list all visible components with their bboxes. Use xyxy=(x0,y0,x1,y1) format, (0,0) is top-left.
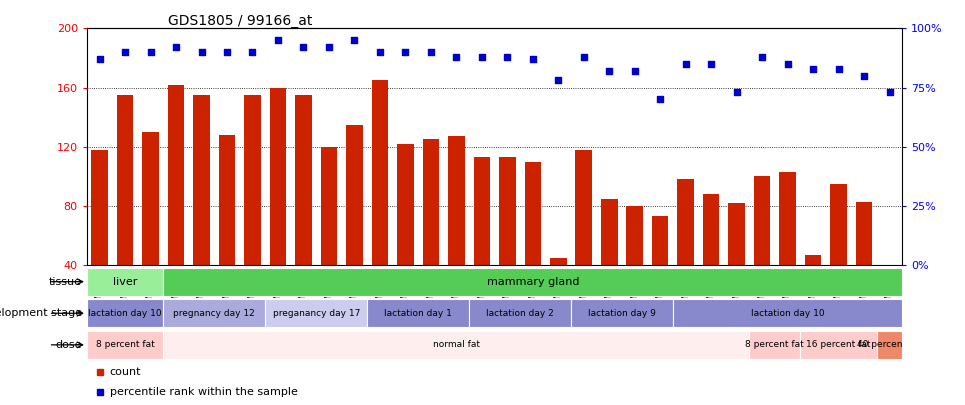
Bar xyxy=(193,95,209,265)
Bar xyxy=(244,95,261,265)
Point xyxy=(245,49,261,55)
Point xyxy=(372,49,388,55)
Bar xyxy=(677,179,694,265)
Text: 40 percent fat: 40 percent fat xyxy=(857,340,922,350)
Point xyxy=(295,44,311,51)
Bar xyxy=(448,136,464,265)
Point xyxy=(194,49,209,55)
Bar xyxy=(423,139,439,265)
Point xyxy=(525,56,540,62)
Bar xyxy=(469,299,571,327)
Text: preganancy day 17: preganancy day 17 xyxy=(272,309,360,318)
Text: dose: dose xyxy=(56,340,82,350)
Bar xyxy=(265,299,367,327)
Point xyxy=(270,37,286,43)
Bar xyxy=(830,184,847,265)
Text: liver: liver xyxy=(113,277,137,287)
Bar xyxy=(601,198,618,265)
Bar xyxy=(168,85,184,265)
Point xyxy=(780,61,795,67)
Bar xyxy=(805,255,821,265)
Text: lactation day 2: lactation day 2 xyxy=(486,309,554,318)
Bar xyxy=(163,331,750,359)
Point xyxy=(627,68,643,74)
Bar xyxy=(856,202,872,265)
Bar xyxy=(142,132,159,265)
Bar xyxy=(87,299,163,327)
Point xyxy=(118,49,133,55)
Text: 8 percent fat: 8 percent fat xyxy=(96,340,154,350)
Point xyxy=(398,49,413,55)
Text: lactation day 1: lactation day 1 xyxy=(384,309,452,318)
Bar xyxy=(346,125,363,265)
Point xyxy=(449,53,464,60)
Point xyxy=(576,53,592,60)
Text: mammary gland: mammary gland xyxy=(486,277,579,287)
Text: count: count xyxy=(110,367,141,377)
Point xyxy=(92,56,107,62)
Point xyxy=(652,96,668,103)
Bar xyxy=(269,87,287,265)
Bar xyxy=(397,144,414,265)
Text: lactation day 10: lactation day 10 xyxy=(88,309,162,318)
Bar xyxy=(652,216,669,265)
Bar xyxy=(754,177,770,265)
Bar xyxy=(474,157,490,265)
Point xyxy=(423,49,438,55)
Text: percentile rank within the sample: percentile rank within the sample xyxy=(110,387,297,397)
Text: 16 percent fat: 16 percent fat xyxy=(807,340,870,350)
Bar xyxy=(499,157,515,265)
Point xyxy=(601,68,617,74)
Point xyxy=(219,49,234,55)
Bar xyxy=(571,299,673,327)
Text: development stage: development stage xyxy=(0,308,82,318)
Bar xyxy=(877,331,902,359)
Bar xyxy=(780,172,796,265)
Text: 8 percent fat: 8 percent fat xyxy=(746,340,804,350)
Bar xyxy=(372,80,388,265)
Bar xyxy=(219,135,235,265)
Bar xyxy=(729,203,745,265)
Bar xyxy=(575,150,593,265)
Bar xyxy=(320,147,337,265)
Bar xyxy=(163,299,265,327)
Text: normal fat: normal fat xyxy=(433,340,480,350)
Point xyxy=(346,37,362,43)
Point xyxy=(143,49,158,55)
Text: lactation day 10: lactation day 10 xyxy=(751,309,824,318)
Bar xyxy=(673,299,902,327)
Bar xyxy=(117,95,133,265)
Point xyxy=(551,77,566,84)
Point xyxy=(168,44,183,51)
Bar xyxy=(703,194,720,265)
Point xyxy=(321,44,337,51)
Point xyxy=(806,65,821,72)
Point xyxy=(474,53,489,60)
Bar xyxy=(550,258,566,265)
Bar xyxy=(87,268,163,296)
Text: pregnancy day 12: pregnancy day 12 xyxy=(174,309,255,318)
Bar xyxy=(87,331,163,359)
Bar xyxy=(525,162,541,265)
Text: GDS1805 / 99166_at: GDS1805 / 99166_at xyxy=(169,14,313,28)
Bar xyxy=(626,206,643,265)
Bar xyxy=(750,331,800,359)
Point xyxy=(703,61,719,67)
Bar xyxy=(295,95,312,265)
Point xyxy=(500,53,515,60)
Bar xyxy=(800,331,877,359)
Point xyxy=(831,65,846,72)
Point xyxy=(856,72,871,79)
Text: tissue: tissue xyxy=(49,277,82,287)
Bar xyxy=(92,150,108,265)
Bar xyxy=(367,299,469,327)
Point xyxy=(882,89,897,96)
Point xyxy=(678,61,694,67)
Point xyxy=(755,53,770,60)
Point xyxy=(729,89,744,96)
Text: lactation day 9: lactation day 9 xyxy=(588,309,656,318)
